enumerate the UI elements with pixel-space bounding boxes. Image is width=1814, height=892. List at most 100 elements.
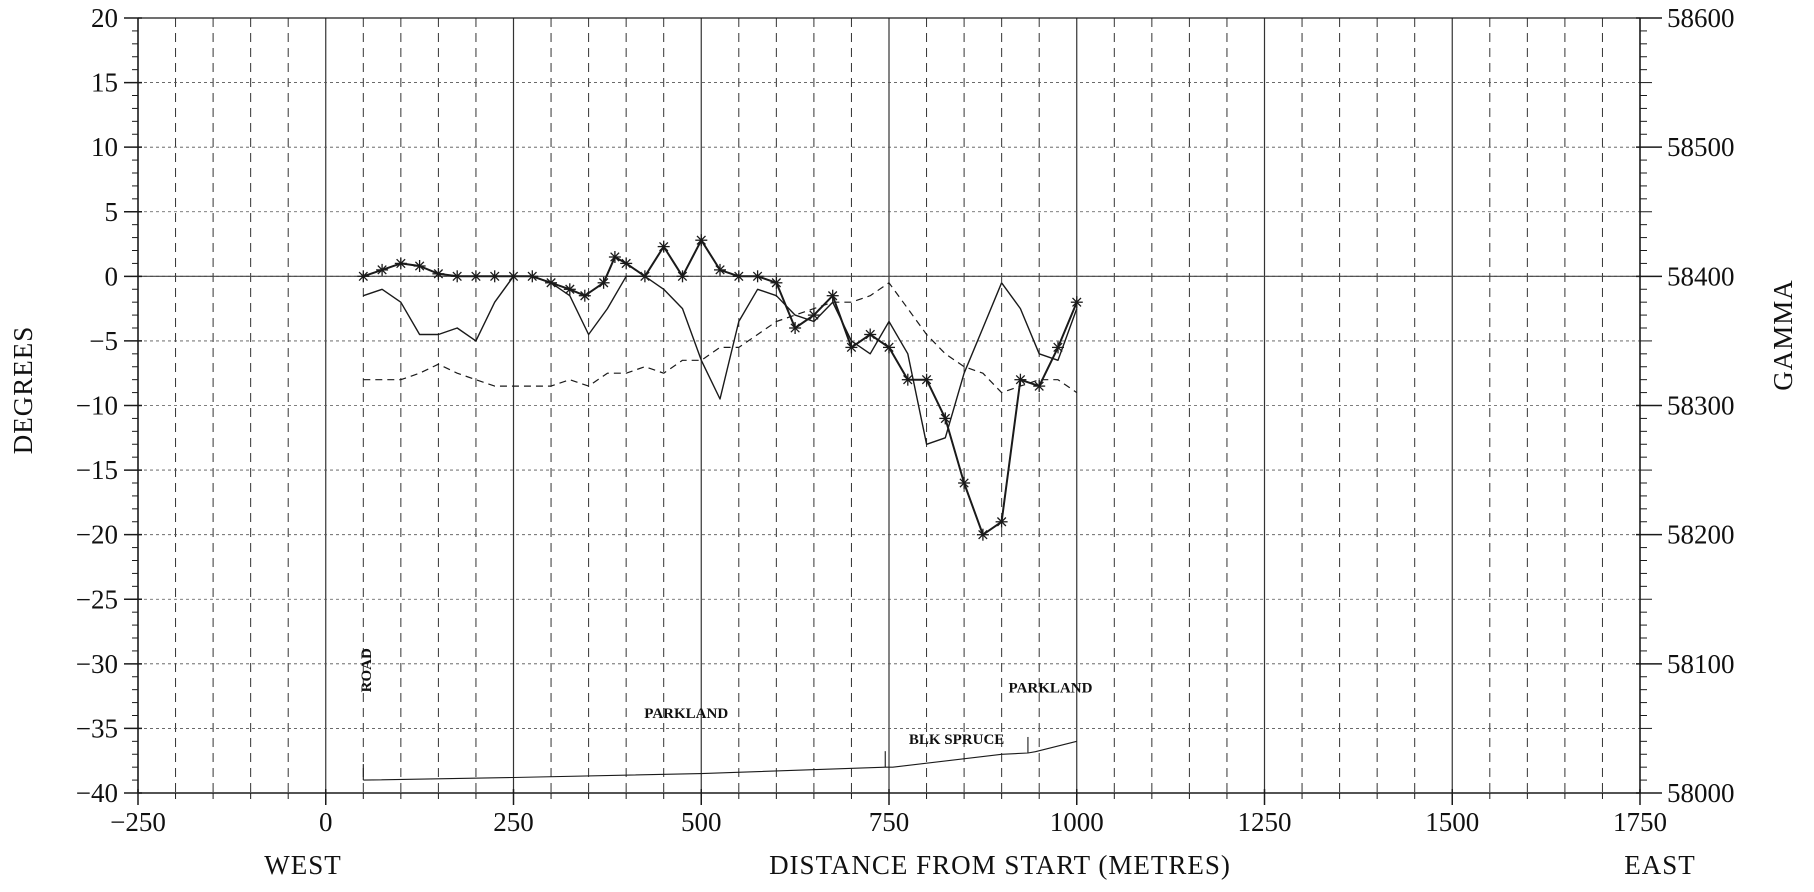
star-marker [807, 309, 820, 322]
star-marker-stroke [621, 258, 631, 269]
star-marker [1070, 296, 1083, 309]
y-right-tick-label: 58200 [1667, 520, 1735, 550]
star-marker [578, 289, 591, 302]
star-marker [608, 251, 621, 263]
y-tick-label: −40 [76, 778, 118, 808]
y-axis-right-title: GAMMA [1768, 279, 1798, 391]
star-marker [620, 257, 633, 270]
star-marker [376, 263, 389, 276]
series-line-dashed [363, 282, 1078, 394]
y-right-tick-label: 58300 [1667, 391, 1735, 421]
star-marker [695, 234, 708, 247]
star-marker [995, 515, 1008, 528]
y-right-tick-label: 58400 [1667, 261, 1735, 291]
star-marker [394, 257, 407, 270]
star-marker [901, 373, 914, 386]
star-marker-stroke [452, 271, 462, 282]
star-marker [597, 276, 610, 289]
star-marker [563, 283, 576, 296]
grid [138, 18, 1640, 793]
star-marker-stroke [677, 271, 688, 282]
star-marker-stroke [598, 278, 609, 288]
star-marker [883, 341, 895, 354]
star-marker [357, 270, 370, 283]
y-right-tick-label: 58600 [1667, 3, 1735, 33]
star-marker-stroke [996, 517, 1007, 527]
star-marker-stroke [659, 241, 669, 252]
star-marker [432, 267, 445, 280]
x-axis-west-label: WEST [264, 850, 342, 880]
x-axis-title: DISTANCE FROM START (METRES) [769, 850, 1231, 880]
star-marker [789, 322, 802, 334]
x-tick-label: 750 [869, 807, 910, 837]
annotations: ROAD PARKLAND BLK SPRUCE PARKLAND [359, 648, 1093, 748]
annotation-label: PARKLAND [644, 706, 728, 722]
x-tick-label: 1000 [1050, 807, 1104, 837]
annotation-label: BLK SPRUCE [909, 732, 1004, 748]
star-marker-stroke [921, 374, 932, 385]
star-marker-stroke [610, 252, 620, 262]
tick-labels: 20 15 10 5 0 −5 −10 −15 −20 −25 −30 −35 −40 58600 5850… [76, 3, 1735, 837]
series-line-solid-star [362, 239, 1078, 536]
star-marker [751, 270, 764, 283]
star-marker [676, 270, 689, 283]
star-marker-stroke [580, 291, 590, 301]
star-marker [1014, 373, 1027, 386]
star-marker [469, 270, 482, 283]
star-marker-stroke [771, 278, 782, 288]
star-marker [657, 240, 670, 253]
y-tick-label: 20 [91, 3, 118, 33]
y-tick-label: −15 [76, 455, 118, 485]
star-marker-stroke [959, 478, 969, 488]
y-tick-label: −35 [76, 713, 118, 743]
star-marker-stroke [396, 258, 406, 269]
y-right-tick-label: 58100 [1667, 649, 1735, 679]
star-marker-stroke [827, 291, 838, 301]
star-marker [451, 270, 464, 283]
star-marker-stroke [1015, 374, 1026, 385]
star-marker [845, 341, 858, 354]
star-marker-stroke [414, 261, 425, 271]
star-marker-stroke [377, 265, 387, 275]
x-tick-label: 1500 [1425, 807, 1479, 837]
star-marker [864, 328, 877, 341]
y-tick-label: 0 [105, 261, 119, 291]
y-tick-label: 15 [91, 68, 118, 98]
star-marker-stroke [790, 323, 800, 333]
series-line-solid [363, 275, 1078, 445]
y-right-tick-label: 58500 [1667, 132, 1735, 162]
x-tick-label: 0 [319, 807, 333, 837]
star-marker [413, 260, 426, 272]
y-tick-label: −20 [76, 520, 118, 550]
star-marker-stroke [696, 235, 706, 245]
plot-frame [124, 17, 1662, 805]
star-marker-stroke [940, 413, 951, 424]
annotation-label: ROAD [359, 648, 375, 692]
star-marker [732, 270, 745, 283]
star-marker-stroke [752, 271, 763, 282]
x-tick-label: 1250 [1238, 807, 1292, 837]
star-marker [826, 289, 839, 302]
star-marker [976, 528, 989, 541]
y-tick-label: 5 [105, 197, 119, 227]
y-tick-label: −5 [89, 326, 118, 356]
y-tick-label: −30 [76, 649, 118, 679]
star-marker [770, 276, 783, 289]
series-line-thin [363, 740, 1077, 781]
star-marker-stroke [1034, 381, 1044, 391]
star-marker-stroke [1072, 297, 1082, 307]
star-marker-stroke [865, 329, 875, 340]
star-marker [714, 263, 726, 276]
y-tick-label: −25 [76, 584, 118, 614]
series-group [357, 234, 1083, 781]
star-marker-stroke [471, 271, 481, 282]
star-marker [488, 270, 501, 283]
y-axis-left-title: DEGREES [8, 326, 38, 455]
star-marker-stroke [978, 529, 988, 540]
star-marker-stroke [903, 374, 913, 385]
y-right-tick-label: 58000 [1667, 778, 1735, 808]
y-tick-label: 10 [91, 132, 118, 162]
star-marker-stroke [490, 271, 500, 282]
star-marker [958, 477, 971, 489]
